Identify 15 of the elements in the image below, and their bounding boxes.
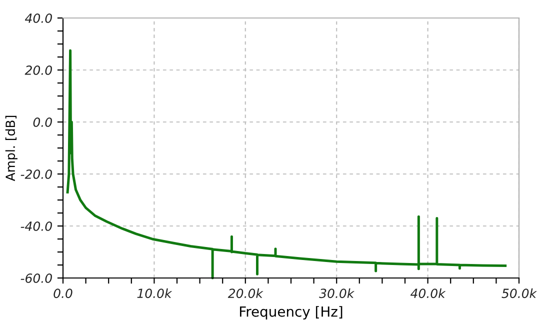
y-tick-label: 20.0 (24, 65, 52, 75)
x-tick-label: 10.0k (137, 288, 172, 298)
y-tick-label: -20.0 (20, 169, 52, 179)
x-tick-label: 0.0 (54, 288, 72, 298)
x-axis-title: Frequency [Hz] (240, 306, 342, 320)
x-tick-label: 20.0k (228, 288, 264, 298)
y-tick-label: 40.0 (24, 13, 52, 23)
y-tick-label: 0.0 (33, 117, 52, 127)
line-series (66, 49, 507, 280)
y-tick-label: -40.0 (20, 221, 52, 231)
x-tick-label: 50.0k (502, 288, 537, 298)
y-axis-title: Ampl. [dB] (5, 116, 18, 182)
y-tick-label: -60.0 (20, 273, 52, 283)
x-tick-label: 40.0k (410, 288, 446, 298)
x-tick-label: 30.0k (319, 288, 355, 298)
